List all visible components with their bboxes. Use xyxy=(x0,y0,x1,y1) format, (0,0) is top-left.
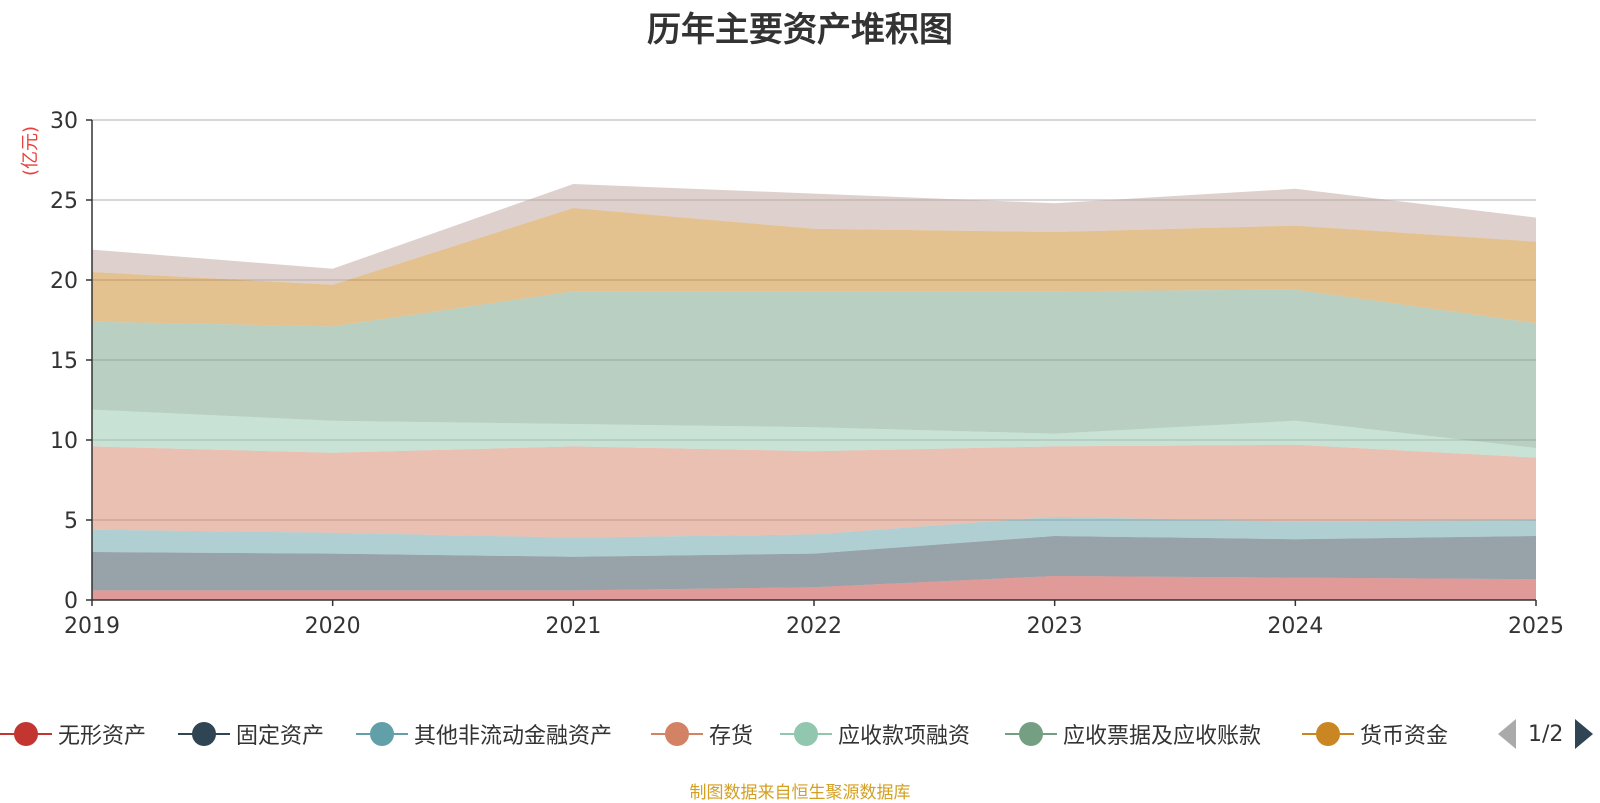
legend-item-5[interactable]: 应收票据及应收账款 xyxy=(1005,712,1261,756)
legend-label: 货币资金 xyxy=(1360,724,1449,749)
x-tick-label-2022: 2022 xyxy=(786,614,842,639)
legend-label: 无形资产 xyxy=(58,724,147,749)
area-series-7 xyxy=(92,184,1536,285)
area-series-3 xyxy=(92,444,1536,538)
x-tick-label-2021: 2021 xyxy=(545,614,601,639)
legend-marker-icon xyxy=(1005,712,1057,756)
legend-label: 应收票据及应收账款 xyxy=(1063,724,1262,749)
legend-label: 存货 xyxy=(709,724,754,749)
area-layer xyxy=(92,184,1536,600)
x-tick-label-2024: 2024 xyxy=(1267,614,1323,639)
area-series-6 xyxy=(92,208,1536,327)
legend-item-3[interactable]: 存货 xyxy=(651,712,753,756)
legend-item-4[interactable]: 应收款项融资 xyxy=(780,712,970,756)
legend-label: 固定资产 xyxy=(236,724,325,749)
x-tick-label-2019: 2019 xyxy=(64,614,120,639)
legend-item-6[interactable]: 货币资金 xyxy=(1302,712,1448,756)
legend-label: 其他非流动金融资产 xyxy=(414,724,613,749)
area-series-5 xyxy=(92,289,1536,448)
legend-item-1[interactable]: 固定资产 xyxy=(178,712,324,756)
legend-page-indicator: 1/2 xyxy=(1528,721,1564,747)
legend-marker-icon xyxy=(780,712,832,756)
area-series-0 xyxy=(92,576,1536,600)
y-tick-label-5: 5 xyxy=(64,509,78,534)
y-tick-label-10: 10 xyxy=(50,429,78,454)
legend-marker-icon xyxy=(356,712,408,756)
y-tick-label-20: 20 xyxy=(50,269,78,294)
x-tick-label-2025: 2025 xyxy=(1508,614,1564,639)
area-series-4 xyxy=(92,409,1536,458)
y-tick-label-15: 15 xyxy=(50,349,78,374)
legend-pager: 1/2 xyxy=(1498,712,1594,756)
chart-title: 历年主要资产堆积图 xyxy=(647,10,953,50)
data-source-note: 制图数据来自恒生聚源数据库 xyxy=(689,783,911,803)
area-series-2 xyxy=(92,516,1536,557)
legend-prev-page-icon[interactable] xyxy=(1498,719,1516,749)
x-tick-label-2020: 2020 xyxy=(305,614,361,639)
legend-marker-icon xyxy=(178,712,230,756)
legend-item-2[interactable]: 其他非流动金融资产 xyxy=(356,712,612,756)
legend-marker-icon xyxy=(1302,712,1354,756)
legend-marker-icon xyxy=(0,712,52,756)
legend: 无形资产 固定资产 其他非流动金融资产 存货 应收款项融资 应收票据及应收账款 货币资金 xyxy=(0,712,1600,756)
legend-label: 应收款项融资 xyxy=(838,724,971,749)
x-tick-label-2023: 2023 xyxy=(1027,614,1083,639)
legend-next-page-icon[interactable] xyxy=(1575,719,1594,749)
legend-marker-icon xyxy=(651,712,703,756)
y-tick-label-25: 25 xyxy=(50,189,78,214)
y-tick-label-0: 0 xyxy=(64,589,78,614)
y-tick-label-30: 30 xyxy=(50,109,78,134)
legend-item-0[interactable]: 无形资产 xyxy=(0,712,146,756)
area-series-1 xyxy=(92,536,1536,591)
